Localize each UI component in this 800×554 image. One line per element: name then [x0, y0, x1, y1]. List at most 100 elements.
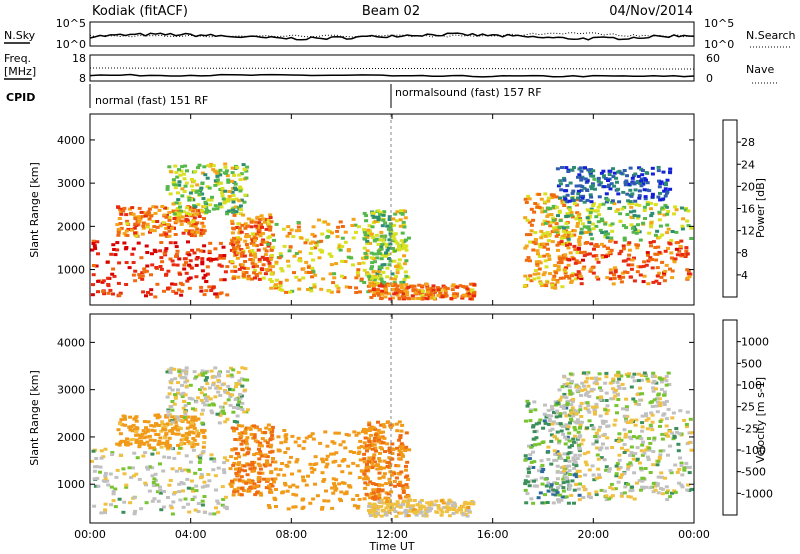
velocity-cell: [580, 381, 585, 385]
velocity-cell: [368, 480, 373, 484]
power-cell: [525, 233, 529, 237]
velocity-cell: [569, 403, 574, 406]
power-cell: [269, 248, 274, 252]
velocity-cell: [179, 376, 184, 380]
power-cell: [662, 213, 667, 217]
power-cell: [589, 200, 594, 204]
velocity-cell: [687, 471, 692, 475]
power-cell: [596, 179, 601, 183]
power-cell: [526, 277, 530, 281]
power-cell: [335, 229, 340, 233]
velocity-cell: [540, 463, 545, 467]
velocity-cell: [352, 451, 356, 454]
power-cell: [621, 247, 626, 251]
velocity-cell: [367, 446, 372, 450]
power-cell: [401, 280, 406, 284]
power-cell: [190, 178, 194, 181]
power-cell: [585, 252, 590, 256]
velocity-cell: [656, 491, 661, 495]
velocity-cell: [531, 437, 536, 441]
velocity-cell: [679, 461, 684, 465]
power-cell: [562, 204, 567, 207]
velocity-cell: [545, 501, 550, 504]
velocity-cell: [239, 468, 244, 472]
velocity-cell: [177, 490, 182, 494]
velocity-cell: [551, 420, 556, 424]
power-cell: [409, 285, 414, 288]
velocity-cell: [252, 433, 257, 437]
power-cell: [595, 244, 600, 248]
power-cell: [405, 296, 410, 300]
power-cell: [369, 276, 374, 280]
power-cell: [227, 194, 232, 198]
power-cell: [548, 207, 553, 211]
velocity-cell: [373, 436, 377, 440]
power-cell: [263, 253, 268, 257]
velocity-cell: [603, 420, 608, 423]
velocity-cell: [123, 423, 128, 427]
velocity-cell: [167, 386, 172, 390]
power-cell: [590, 184, 595, 188]
power-cell: [421, 289, 425, 293]
velocity-cell: [571, 414, 576, 418]
velocity-cell: [156, 433, 161, 437]
power-cell: [176, 198, 181, 202]
power-cell: [609, 238, 614, 242]
power-cell: [195, 209, 200, 213]
power-cell: [184, 181, 189, 185]
velocity-cell: [577, 493, 582, 497]
power-cell: [641, 280, 646, 284]
power-cell: [340, 245, 345, 248]
power-cell: [572, 233, 577, 237]
velocity-cell: [311, 497, 316, 501]
power-cell: [597, 195, 602, 199]
power-cell: [533, 231, 538, 235]
power-cell: [531, 240, 536, 244]
power-cell: [372, 291, 377, 295]
power-cell: [689, 237, 694, 240]
power-cell: [662, 273, 667, 277]
power-cell: [164, 272, 169, 276]
velocity-cell: [163, 436, 168, 440]
velocity-cell: [421, 505, 426, 509]
power-cell: [413, 288, 418, 292]
power-cell: [567, 199, 572, 203]
velocity-cell: [566, 501, 571, 505]
velocity-cell: [331, 491, 336, 495]
power-cell: [626, 243, 631, 246]
velocity-cell: [676, 442, 681, 446]
power-cell: [278, 284, 283, 288]
power-cell: [129, 228, 134, 232]
velocity-cell: [209, 409, 214, 413]
velocity-cell: [239, 493, 244, 497]
freq-label-2: [MHz]: [4, 65, 36, 78]
velocity-cell: [595, 382, 599, 386]
power-cell: [566, 246, 571, 250]
power-cell: [607, 173, 612, 176]
velocity-cell: [429, 507, 434, 511]
power-cell: [287, 249, 292, 253]
power-cell: [177, 257, 182, 261]
velocity-cell: [148, 438, 153, 442]
power-cell: [252, 239, 257, 243]
power-cell: [167, 165, 172, 169]
power-cell: [199, 233, 203, 237]
velocity-cell: [199, 372, 204, 376]
velocity-cell: [617, 377, 622, 381]
velocity-cell: [659, 471, 664, 475]
velocity-cell: [232, 420, 237, 423]
velocity-cell: [540, 501, 545, 505]
velocity-cell: [532, 479, 536, 483]
power-cell: [180, 215, 185, 219]
power-cell: [608, 268, 613, 272]
power-cell: [344, 285, 349, 289]
velocity-cell: [203, 396, 208, 400]
power-cell: [161, 221, 166, 225]
velocity-cell: [268, 489, 273, 493]
power-cell: [174, 253, 179, 256]
velocity-cell: [378, 431, 383, 435]
power-cell: [405, 293, 410, 297]
power-cell: [346, 248, 351, 251]
power-cell: [199, 289, 204, 293]
velocity-cell: [308, 501, 313, 505]
